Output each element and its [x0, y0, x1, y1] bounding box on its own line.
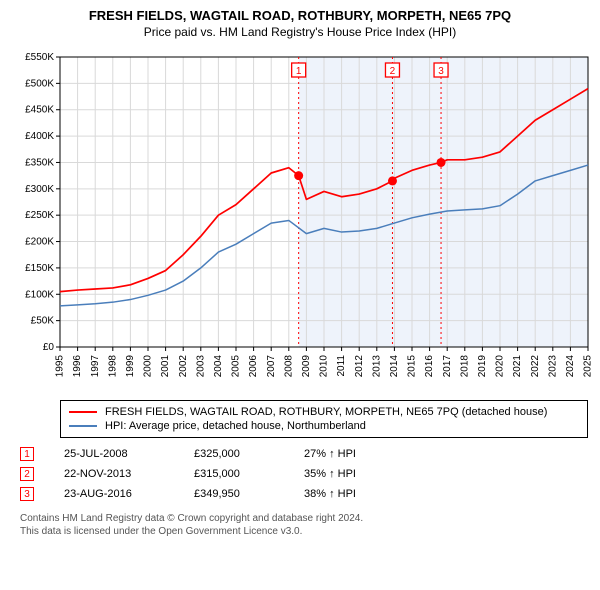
- svg-text:2008: 2008: [283, 355, 294, 378]
- svg-text:2000: 2000: [143, 355, 154, 378]
- svg-text:2001: 2001: [160, 355, 171, 378]
- svg-text:1996: 1996: [72, 355, 83, 378]
- chart-title: FRESH FIELDS, WAGTAIL ROAD, ROTHBURY, MO…: [0, 0, 600, 23]
- sale-hpi: 35% ↑ HPI: [304, 468, 424, 480]
- footer-line2: This data is licensed under the Open Gov…: [20, 525, 588, 538]
- svg-text:2012: 2012: [354, 355, 365, 378]
- svg-text:2010: 2010: [319, 355, 330, 378]
- legend-swatch: [69, 425, 97, 427]
- svg-text:2024: 2024: [565, 355, 576, 378]
- svg-text:£400K: £400K: [25, 131, 54, 142]
- svg-text:2016: 2016: [424, 355, 435, 378]
- legend-label: HPI: Average price, detached house, Nort…: [105, 420, 366, 432]
- svg-text:2006: 2006: [248, 355, 259, 378]
- svg-text:£450K: £450K: [25, 105, 54, 116]
- svg-text:2002: 2002: [178, 355, 189, 378]
- svg-text:1995: 1995: [55, 355, 66, 378]
- sale-marker-box: 2: [20, 467, 34, 481]
- legend-swatch: [69, 411, 97, 413]
- svg-text:2023: 2023: [547, 355, 558, 378]
- chart-container: FRESH FIELDS, WAGTAIL ROAD, ROTHBURY, MO…: [0, 0, 600, 538]
- svg-text:1: 1: [296, 66, 302, 77]
- sale-date: 22-NOV-2013: [64, 468, 194, 480]
- sale-hpi: 27% ↑ HPI: [304, 448, 424, 460]
- svg-text:1997: 1997: [90, 355, 101, 378]
- svg-text:2022: 2022: [530, 355, 541, 378]
- svg-text:2005: 2005: [231, 355, 242, 378]
- svg-text:£550K: £550K: [25, 52, 54, 63]
- svg-text:2013: 2013: [371, 355, 382, 378]
- svg-text:2009: 2009: [301, 355, 312, 378]
- chart-subtitle: Price paid vs. HM Land Registry's House …: [0, 23, 600, 47]
- svg-text:£150K: £150K: [25, 263, 54, 274]
- svg-text:2: 2: [390, 66, 396, 77]
- svg-text:2011: 2011: [336, 355, 347, 377]
- svg-text:2004: 2004: [213, 355, 224, 378]
- svg-text:£0: £0: [43, 342, 55, 353]
- svg-text:1999: 1999: [125, 355, 136, 378]
- svg-text:2017: 2017: [442, 355, 453, 378]
- sale-date: 25-JUL-2008: [64, 448, 194, 460]
- sale-price: £325,000: [194, 448, 304, 460]
- svg-text:£350K: £350K: [25, 157, 54, 168]
- sales-table: 1 25-JUL-2008£325,00027% ↑ HPI 2 22-NOV-201…: [20, 444, 588, 504]
- svg-text:2020: 2020: [495, 355, 506, 378]
- legend-item: FRESH FIELDS, WAGTAIL ROAD, ROTHBURY, MO…: [69, 405, 579, 419]
- svg-text:3: 3: [438, 66, 444, 77]
- svg-text:1998: 1998: [107, 355, 118, 378]
- chart-svg: £0 £50K £100K £150K £200K £250K £300K £350K £400…: [0, 47, 600, 387]
- sale-marker-box: 1: [20, 447, 34, 461]
- svg-text:£100K: £100K: [25, 289, 54, 300]
- svg-text:2015: 2015: [407, 355, 418, 378]
- sale-hpi: 38% ↑ HPI: [304, 488, 424, 500]
- svg-text:£200K: £200K: [25, 237, 54, 248]
- svg-text:2014: 2014: [389, 355, 400, 378]
- sale-date: 23-AUG-2016: [64, 488, 194, 500]
- sale-row: 1 25-JUL-2008£325,00027% ↑ HPI: [20, 444, 588, 464]
- svg-text:2025: 2025: [583, 355, 594, 378]
- footer-attribution: Contains HM Land Registry data © Crown c…: [20, 512, 588, 538]
- svg-text:£500K: £500K: [25, 78, 54, 89]
- sale-price: £315,000: [194, 468, 304, 480]
- svg-text:£250K: £250K: [25, 210, 54, 221]
- svg-text:£300K: £300K: [25, 184, 54, 195]
- legend-label: FRESH FIELDS, WAGTAIL ROAD, ROTHBURY, MO…: [105, 406, 547, 418]
- svg-text:2003: 2003: [195, 355, 206, 378]
- footer-line1: Contains HM Land Registry data © Crown c…: [20, 512, 588, 525]
- sale-marker-box: 3: [20, 487, 34, 501]
- sale-row: 3 23-AUG-2016£349,95038% ↑ HPI: [20, 484, 588, 504]
- svg-text:£50K: £50K: [31, 316, 55, 327]
- chart-plot-area: £0 £50K £100K £150K £200K £250K £300K £350K £400…: [0, 47, 600, 392]
- sale-row: 2 22-NOV-2013£315,00035% ↑ HPI: [20, 464, 588, 484]
- svg-text:2018: 2018: [459, 355, 470, 378]
- legend-box: FRESH FIELDS, WAGTAIL ROAD, ROTHBURY, MO…: [60, 400, 588, 438]
- sale-price: £349,950: [194, 488, 304, 500]
- svg-text:2021: 2021: [512, 355, 523, 378]
- svg-text:2019: 2019: [477, 355, 488, 378]
- svg-text:2007: 2007: [266, 355, 277, 378]
- legend-item: HPI: Average price, detached house, Nort…: [69, 419, 579, 433]
